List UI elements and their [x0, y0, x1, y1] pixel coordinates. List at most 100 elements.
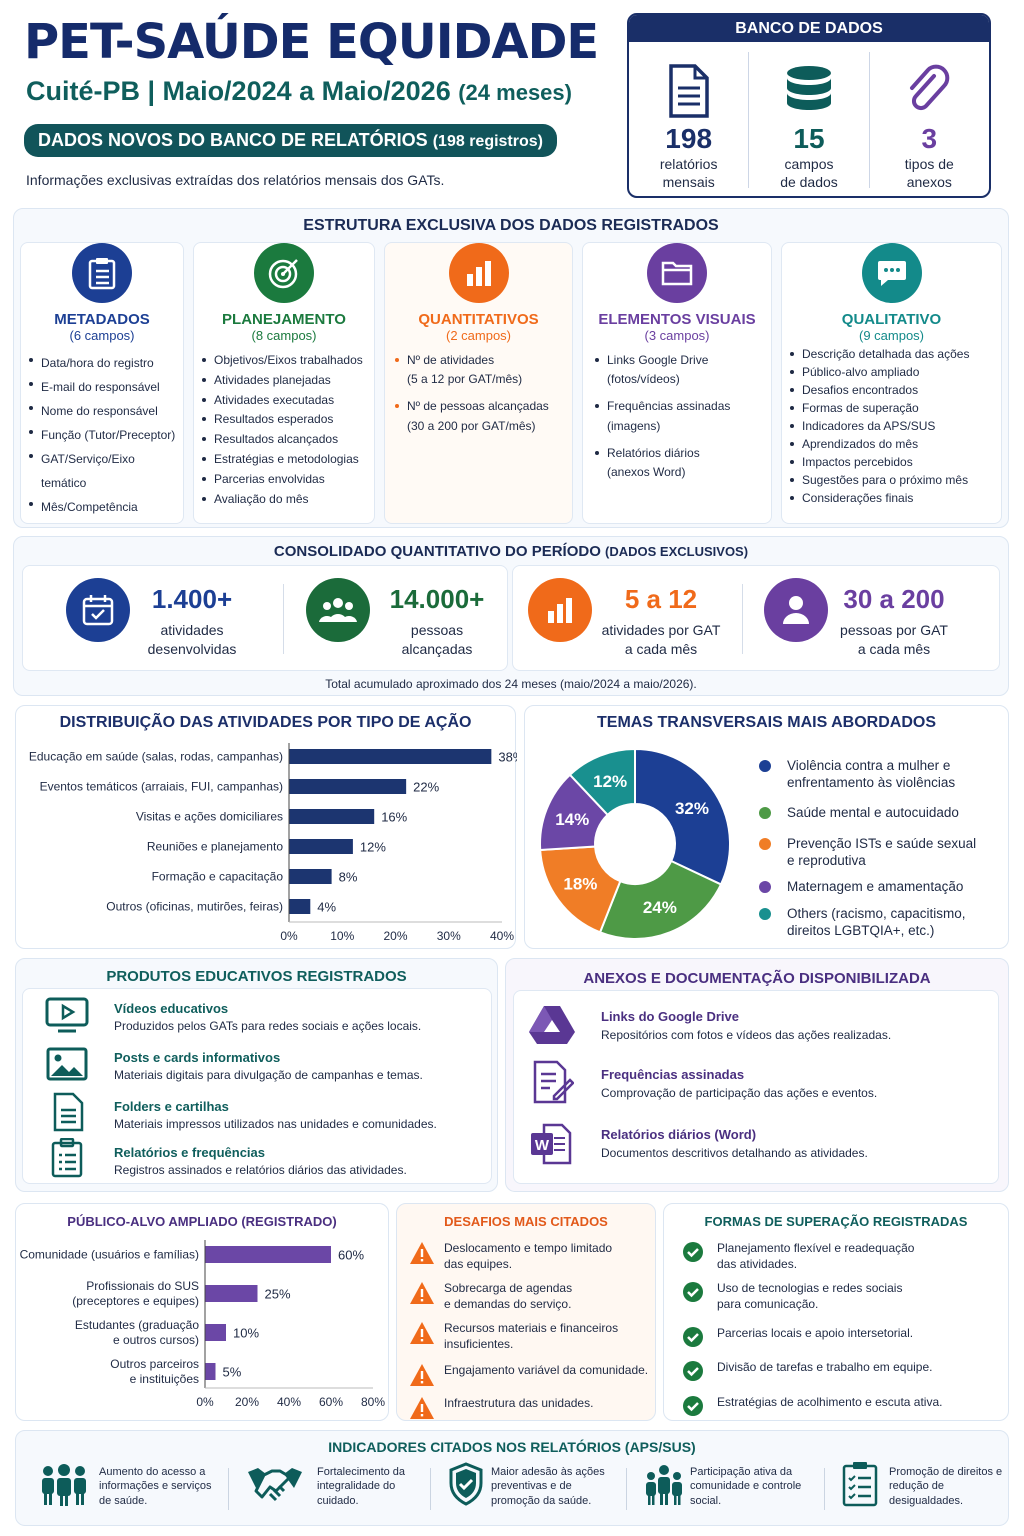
tick-label: 0%: [196, 1395, 214, 1409]
slice-label: 24%: [643, 898, 677, 917]
section-title: PRODUTOS EDUCATIVOS REGISTRADOS: [106, 968, 407, 985]
chart-title: PÚBLICO-ALVO AMPLIADO (REGISTRADO): [67, 1214, 337, 1229]
column-title: ELEMENTOS VISUAIS: [598, 311, 756, 328]
records-pill: DADOS NOVOS DO BANCO DE RELATÓRIOS (198 …: [24, 124, 557, 157]
section-title: ANEXOS E DOCUMENTAÇÃO DISPONIBILIZADA: [583, 970, 931, 987]
list-item: Descrição detalhada das ações: [788, 345, 995, 363]
list-item: Nome do responsável: [27, 399, 177, 423]
document-icon: [52, 1092, 84, 1137]
handshake-icon: [246, 1464, 304, 1511]
legend-label: e reprodutiva: [787, 853, 866, 868]
category-label: Visitas e ações domiciliares: [136, 810, 283, 824]
tick-label: 40%: [277, 1395, 301, 1409]
kpi-label: a cada mês: [624, 640, 698, 657]
product-item: Relatórios e frequências Registros assina…: [114, 1145, 407, 1177]
bar: [289, 869, 332, 884]
section-title: DESAFIOS MAIS CITADOS: [444, 1214, 608, 1229]
kpi-people-per-gat: 30 a 200 pessoas por GAT a cada mês: [836, 584, 952, 659]
list-item: Atividades planejadas: [200, 371, 368, 391]
kpi-activities-per-gat: 5 a 12 atividades por GAT a cada mês: [596, 584, 726, 659]
clipboard-icon: [72, 243, 132, 303]
activity-distribution-chart: DISTRIBUIÇÃO DAS ATIVIDADES POR TIPO DE …: [15, 705, 517, 949]
list-item: Frequências assinadas (imagens): [593, 397, 761, 435]
kpi-value: 1.400+: [151, 584, 233, 614]
check-circle-icon: [682, 1281, 704, 1308]
bar-chart: Comunidade (usuários e famílias) 60% Profi…: [20, 1240, 385, 1409]
challenge-item: Deslocamento e tempo limitado das equipes…: [444, 1241, 613, 1272]
slice-label: 32%: [675, 799, 709, 818]
legend-label: direitos LGBTQIA+, etc.): [787, 923, 934, 938]
bar-chart: Educação em saúde (salas, rodas, campanh…: [29, 743, 517, 943]
column-list: Objetivos/Eixos trabalhados Atividades p…: [200, 351, 368, 509]
tick-label: 0%: [280, 929, 298, 943]
bar: [205, 1324, 226, 1341]
category-label: Eventos temáticos (arraiais, FUI, campan…: [40, 780, 283, 794]
people-icon: [38, 1464, 90, 1511]
value-label: 5%: [223, 1365, 242, 1380]
list-item: Objetivos/Eixos trabalhados: [200, 351, 368, 371]
donut-chart: 32% 24% 18% 14%12% Violência contra a mulher…: [539, 747, 976, 940]
chat-icon: [861, 243, 922, 303]
kpi-label: desenvolvidas: [147, 640, 237, 657]
database-title: BANCO DE DADOS: [629, 15, 989, 42]
item-desc: Documentos descritivos detalhando as ati…: [601, 1146, 868, 1160]
solution-item: Uso de tecnologias e redes sociais para c…: [717, 1281, 903, 1312]
column-list: Data/hora do registro E-mail do responsá…: [27, 351, 177, 519]
value-label: 60%: [338, 1248, 364, 1263]
list-item: Parcerias envolvidas: [200, 470, 368, 490]
category-label: Comunidade (usuários e famílias): [20, 1248, 199, 1262]
tick-label: 40%: [490, 929, 514, 943]
list-item: Resultados alcançados: [200, 430, 368, 450]
indicator-text: Fortalecimento da integralidade do cuida…: [317, 1466, 406, 1507]
value-label: 10%: [233, 1326, 259, 1341]
stat-attachments: 3 tipos de anexos: [870, 52, 989, 191]
slice-label: 14%: [555, 810, 589, 829]
value-label: 38%: [498, 750, 517, 765]
stat-label: relatórios: [659, 156, 718, 172]
tick-label: 20%: [235, 1395, 259, 1409]
solution-item: Parcerias locais e apoio intersetorial.: [717, 1326, 914, 1340]
list-item: Nº de atividades (5 a 12 por GAT/mês): [393, 351, 564, 389]
item-title: Frequências assinadas: [601, 1067, 745, 1082]
list-item: Links Google Drive (fotos/vídeos): [593, 351, 761, 389]
solutions-section: FORMAS DE SUPERAÇÃO REGISTRADAS: [663, 1203, 1009, 1421]
list-item: Estratégias e metodologias: [200, 450, 368, 470]
tick-label: 10%: [330, 929, 354, 943]
category-label: Formação e capacitação: [152, 870, 284, 884]
item-desc: Materiais impressos utilizados nas unida…: [114, 1117, 437, 1131]
legend-marker: [759, 881, 771, 893]
slice-label: 18%: [563, 875, 597, 894]
indicator-text: Participação ativa da comunidade e contr…: [690, 1466, 802, 1507]
list-item: E-mail do responsável: [27, 375, 177, 399]
bar: [289, 779, 407, 794]
legend-marker: [759, 908, 771, 920]
slice-label: 12%: [593, 772, 627, 791]
legend-label: Saúde mental e autocuidado: [787, 805, 959, 820]
challenge-item: Engajamento variável da comunidade.: [444, 1363, 649, 1377]
challenges-section: DESAFIOS MAIS CITADOS: [396, 1203, 656, 1421]
drive-icon: [528, 1003, 576, 1050]
stat-label: tipos de: [904, 156, 954, 172]
solution-item: Planejamento flexível e readequação das a…: [717, 1241, 915, 1272]
warning-icon: [409, 1281, 435, 1310]
list-item: Atividades executadas: [200, 391, 368, 411]
legend-label: Others (racismo, capacitismo,: [787, 906, 966, 921]
list-item: Público-alvo ampliado: [788, 363, 995, 381]
item-desc: Registros assinados e relatórios diários…: [114, 1163, 407, 1177]
stat-label: mensais: [662, 174, 715, 191]
list-item: Sugestões para o próximo mês: [788, 471, 995, 489]
bar: [205, 1285, 258, 1302]
legend-marker: [759, 838, 771, 850]
signed-form-icon: [532, 1060, 575, 1109]
page-title: PET-SAÚDE EQUIDADE: [24, 14, 599, 70]
video-icon: [44, 996, 90, 1039]
col-qualitativo: QUALITATIVO (9 campos) Descrição detalha…: [781, 242, 1002, 524]
column-count: (2 campos): [445, 328, 512, 343]
stat-label: anexos: [906, 174, 952, 191]
kpi-value: 14.000+: [389, 584, 485, 614]
item-title: Posts e cards informativos: [114, 1050, 281, 1065]
column-count: (8 campos): [251, 328, 317, 343]
kpi-label: atividades por GAT: [601, 622, 721, 638]
kpi-label: a cada mês: [857, 640, 931, 657]
list-item: Nº de pessoas alcançadas (30 a 200 por GA…: [393, 397, 564, 435]
